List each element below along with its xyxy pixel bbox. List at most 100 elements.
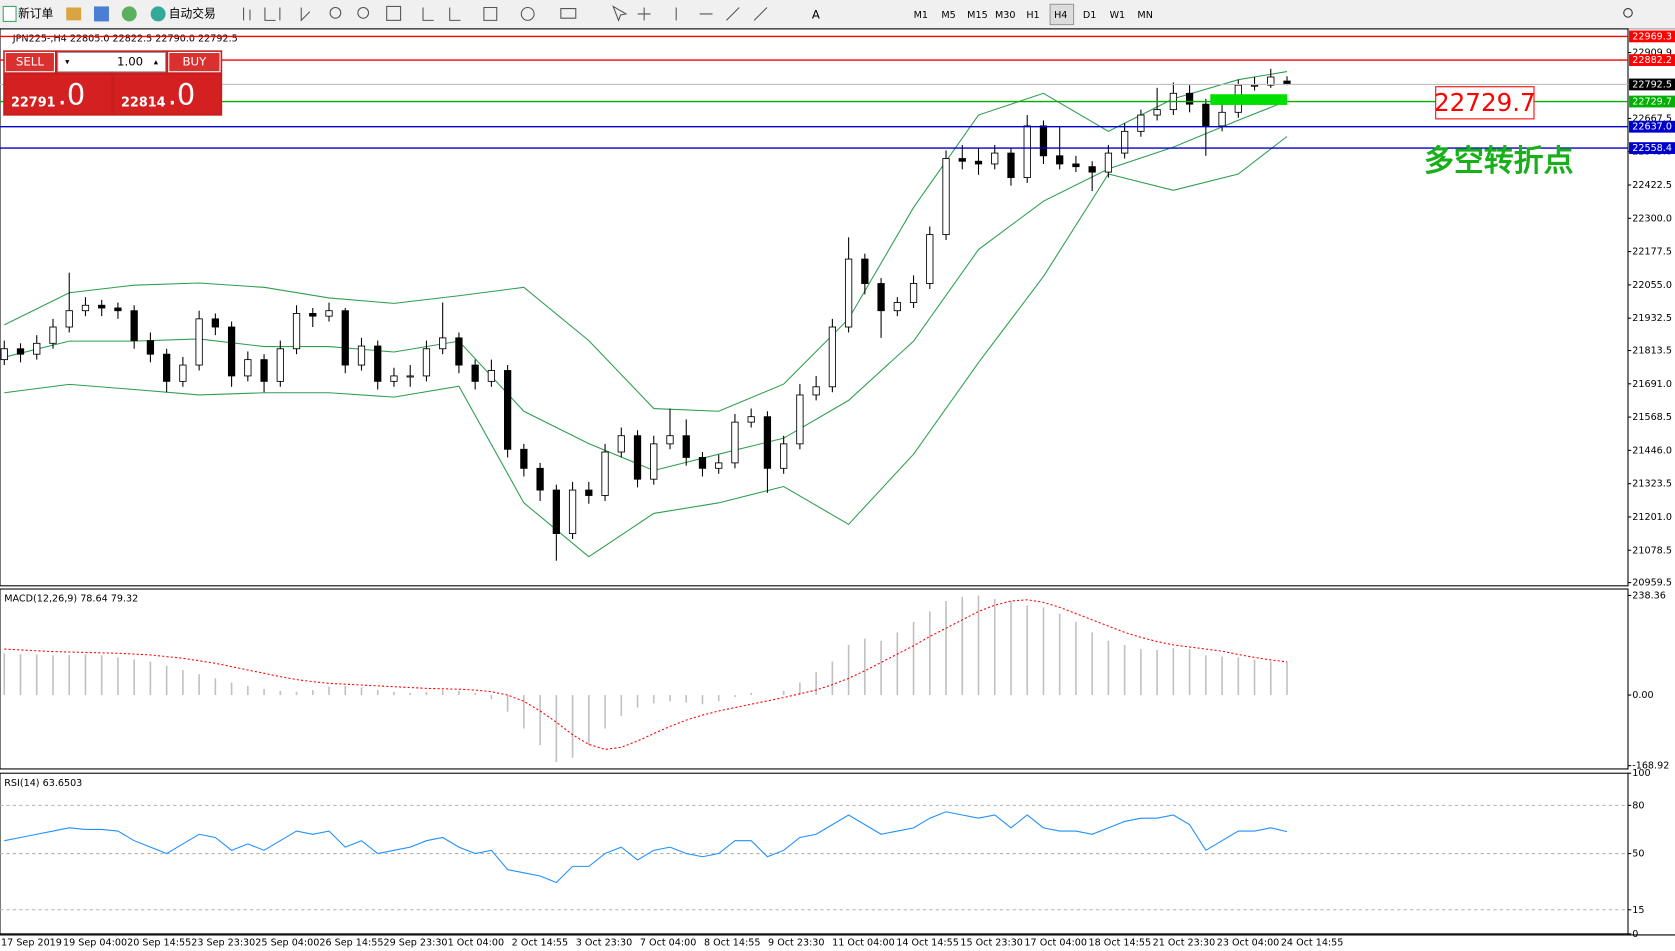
timeframe[interactable]: H1 bbox=[1026, 10, 1039, 21]
y-tick-label: 238.36 bbox=[1632, 590, 1666, 601]
timeframe[interactable]: D1 bbox=[1083, 10, 1096, 21]
candle-body bbox=[698, 457, 707, 469]
zoom-in[interactable] bbox=[329, 6, 342, 19]
pane-title: JPN225-,H4 22805.0 22822.5 22790.0 22792… bbox=[12, 34, 238, 45]
lot-up[interactable]: ▴ bbox=[154, 58, 159, 68]
y-tick-label: 22422.5 bbox=[1632, 180, 1672, 191]
y-tick-label: 50 bbox=[1632, 849, 1644, 860]
level-label: 22729.7 bbox=[1632, 97, 1672, 108]
icon[interactable] bbox=[66, 7, 82, 21]
level-box bbox=[1629, 54, 1675, 66]
y-tick-label: 0.00 bbox=[1632, 690, 1653, 701]
y-tick-label: 21568.5 bbox=[1632, 412, 1672, 423]
timeframe[interactable]: H4 bbox=[1054, 10, 1067, 21]
timeframe[interactable]: MN bbox=[1137, 10, 1152, 21]
time-label: 25 Sep 04:00 bbox=[255, 937, 319, 948]
candle-body bbox=[244, 359, 252, 377]
y-tick-label: 21201.0 bbox=[1632, 512, 1672, 523]
candle-body bbox=[861, 258, 869, 284]
candle-body bbox=[179, 364, 187, 382]
ask-box[interactable] bbox=[114, 74, 221, 114]
candle-body bbox=[617, 435, 625, 453]
zoom-out[interactable] bbox=[357, 6, 370, 19]
y-tick-label: 0 bbox=[1632, 929, 1638, 940]
search[interactable] bbox=[1623, 8, 1633, 18]
y-tick-label: 21323.5 bbox=[1632, 479, 1672, 490]
timeframe[interactable]: M5 bbox=[941, 10, 955, 21]
rsi-line bbox=[4, 811, 1288, 884]
auto-trading[interactable]: 自动交易 bbox=[169, 6, 216, 20]
icon[interactable] bbox=[94, 6, 109, 22]
y-tick-label: 21932.5 bbox=[1632, 313, 1672, 324]
text-tool[interactable]: A bbox=[812, 7, 820, 21]
timeframe[interactable]: W1 bbox=[1110, 10, 1126, 21]
candle-body bbox=[520, 448, 528, 469]
candle-body bbox=[1218, 111, 1226, 127]
bid-small[interactable]: .0 bbox=[58, 77, 86, 111]
timeframe[interactable]: M30 bbox=[995, 10, 1016, 21]
lot-value[interactable]: 1.00 bbox=[117, 55, 143, 69]
level-box bbox=[1629, 142, 1675, 154]
candle-body bbox=[958, 158, 966, 162]
toolbar bbox=[0, 0, 1675, 29]
chart-icons[interactable] bbox=[243, 7, 311, 22]
y-tick-label: 21078.5 bbox=[1632, 545, 1672, 556]
y-tick-label: 15 bbox=[1632, 905, 1644, 916]
candle-body bbox=[1056, 155, 1064, 165]
buy-label[interactable]: BUY bbox=[183, 55, 208, 69]
candle-body bbox=[98, 304, 106, 309]
buy-button[interactable] bbox=[168, 51, 221, 73]
sell-label[interactable]: SELL bbox=[16, 55, 44, 69]
time-label: 7 Oct 04:00 bbox=[640, 937, 696, 948]
candle-body bbox=[844, 258, 853, 328]
candle-body bbox=[292, 312, 301, 350]
sell-button[interactable] bbox=[4, 51, 56, 73]
auto-trading-icon[interactable] bbox=[150, 6, 166, 22]
pane bbox=[0, 588, 1629, 770]
icon[interactable] bbox=[121, 6, 137, 22]
candle-body bbox=[341, 310, 349, 366]
candle-body bbox=[909, 283, 918, 303]
lot-down[interactable]: ▾ bbox=[65, 58, 70, 68]
lot-input[interactable] bbox=[57, 51, 167, 73]
time-label: 17 Sep 2019 bbox=[1, 937, 62, 948]
candle-body bbox=[942, 158, 950, 236]
candle-body bbox=[146, 340, 155, 355]
timeframe[interactable]: M1 bbox=[914, 10, 928, 21]
candle-body bbox=[309, 312, 317, 317]
time-label: 9 Oct 23:30 bbox=[768, 937, 824, 948]
candle-body bbox=[1267, 76, 1275, 86]
drawing-tools[interactable] bbox=[422, 5, 768, 22]
candle-body bbox=[439, 337, 447, 350]
active-timeframe bbox=[1049, 3, 1075, 26]
y-tick-label: 21446.0 bbox=[1632, 445, 1672, 456]
band-upper bbox=[4, 71, 1288, 412]
candle-body bbox=[1121, 130, 1129, 154]
bid-box[interactable] bbox=[5, 74, 112, 114]
ask-small[interactable]: .0 bbox=[168, 77, 196, 111]
candle-body bbox=[276, 348, 284, 382]
candle-body bbox=[1250, 84, 1259, 87]
new-order-icon[interactable] bbox=[2, 5, 17, 22]
y-tick-label: 22177.5 bbox=[1632, 247, 1672, 258]
timeframes: M1 M5 M15 M30 H1 H4 D1 W1 MN bbox=[914, 10, 1153, 21]
ask-big[interactable]: 22814 bbox=[121, 95, 166, 110]
candle-body bbox=[715, 462, 723, 469]
last-price-label: 22792.5 bbox=[1632, 79, 1672, 90]
candle-body bbox=[1202, 103, 1210, 127]
new-order[interactable]: 新订单 bbox=[18, 6, 53, 20]
bid-big[interactable]: 22791 bbox=[11, 95, 56, 110]
candle-body bbox=[114, 307, 122, 312]
tile[interactable] bbox=[386, 5, 402, 21]
periods[interactable] bbox=[520, 6, 535, 21]
pane-title: MACD(12,26,9) 78.64 79.32 bbox=[4, 594, 138, 605]
candle-body bbox=[503, 370, 512, 450]
candle-body bbox=[406, 375, 414, 378]
timeframe[interactable]: M15 bbox=[967, 10, 988, 21]
time-label: 29 Sep 23:30 bbox=[383, 937, 447, 948]
level-box bbox=[1629, 30, 1675, 43]
y-tick-label: 21691.0 bbox=[1632, 379, 1672, 390]
time-label: 21 Oct 23:30 bbox=[1153, 937, 1216, 948]
candle-body bbox=[455, 337, 463, 366]
